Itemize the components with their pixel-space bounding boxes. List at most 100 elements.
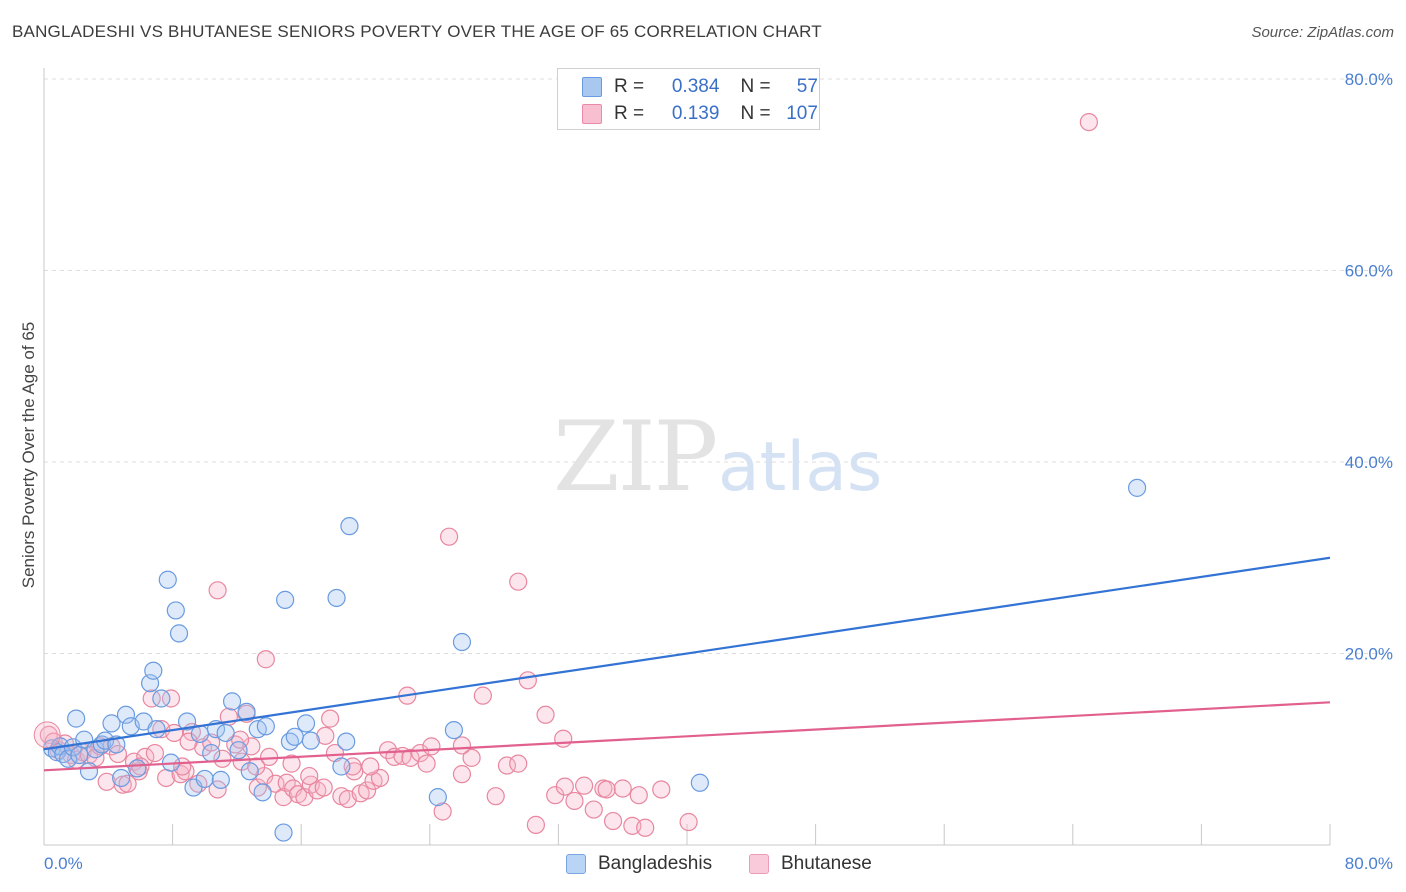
bottom-legend-bhutanese: Bhutanese <box>749 853 872 875</box>
point-bhutanese <box>473 686 492 705</box>
point-bhutanese <box>452 765 472 784</box>
legend-r-label: R = <box>614 103 645 124</box>
point-bhutanese <box>629 786 648 805</box>
point-bangladeshis <box>256 717 275 736</box>
point-bangladeshis <box>67 709 86 728</box>
point-bangladeshis <box>112 768 131 788</box>
point-bangladeshis <box>332 757 351 776</box>
y-tick-label: 20.0% <box>1345 645 1393 664</box>
bottom-legend-swatch-bangladeshis <box>566 854 586 874</box>
legend-r-value: 0.384 <box>671 76 720 97</box>
point-bangladeshis <box>296 714 316 733</box>
point-bangladeshis <box>166 601 185 620</box>
point-bangladeshis <box>211 770 230 789</box>
legend-n-label: N = <box>740 103 771 124</box>
point-bhutanese <box>486 787 505 806</box>
point-bhutanese <box>439 527 459 546</box>
point-bhutanese <box>213 749 232 768</box>
point-bangladeshis <box>70 745 89 765</box>
bottom-legend-label-bhutanese: Bhutanese <box>781 853 872 874</box>
axes <box>43 68 1331 846</box>
grid-lines <box>44 78 1392 654</box>
point-bangladeshis <box>169 624 189 643</box>
trend-line-bangladeshis <box>43 556 1331 751</box>
point-bangladeshis <box>59 749 78 768</box>
point-bangladeshis <box>144 661 163 680</box>
y-tick-label: 60.0% <box>1345 262 1393 281</box>
source-label: Source: ZipAtlas.com <box>1251 24 1394 41</box>
point-bhutanese <box>417 754 436 773</box>
legend-n-value: 57 <box>796 76 818 97</box>
legend-row-bhutanese: R = 0.139 N = 107 <box>582 103 818 125</box>
y-tick-label: 80.0% <box>1345 70 1393 89</box>
point-bhutanese <box>584 800 603 819</box>
point-bhutanese <box>636 818 655 837</box>
point-bangladeshis <box>327 588 346 608</box>
point-bhutanese <box>433 802 452 821</box>
watermark-zip: ZIP <box>553 401 716 513</box>
point-bangladeshis <box>222 692 242 711</box>
point-bangladeshis <box>202 743 221 763</box>
point-bangladeshis <box>285 727 304 746</box>
trend-line-bhutanese <box>43 701 1331 772</box>
point-bangladeshis <box>195 769 214 789</box>
point-bhutanese <box>603 811 623 831</box>
tick-labels: 20.0% 40.0% 60.0% 80.0% 0.0% 80.0% <box>44 70 1393 873</box>
point-bangladeshis <box>158 570 177 589</box>
point-bangladeshis <box>229 741 248 760</box>
point-bhutanese <box>142 689 161 708</box>
point-bhutanese <box>565 791 584 811</box>
point-bangladeshis <box>690 773 709 792</box>
point-bangladeshis <box>240 762 259 781</box>
point-bangladeshis <box>147 720 166 739</box>
point-bhutanese <box>411 743 430 763</box>
point-bhutanese <box>1079 112 1098 132</box>
watermark: ZIP atlas <box>553 401 882 513</box>
point-bhutanese <box>554 729 573 748</box>
point-bhutanese <box>208 780 227 799</box>
legend-swatch-bangladeshis <box>582 77 602 97</box>
point-bhutanese <box>401 748 420 767</box>
x-tick-label: 0.0% <box>44 854 83 873</box>
point-bhutanese <box>208 581 227 600</box>
y-axis-label: Seniors Poverty Over the Age of 65 <box>19 322 38 588</box>
watermark-atlas: atlas <box>718 428 882 507</box>
point-bangladeshis <box>340 517 359 536</box>
legend-n-value: 107 <box>786 103 818 124</box>
point-bhutanese <box>358 781 377 800</box>
point-bhutanese <box>509 572 528 591</box>
legend-r-label: R = <box>614 76 645 97</box>
chart-title: BANGLADESHI VS BHUTANESE SENIORS POVERTY… <box>12 22 822 41</box>
point-bangladeshis <box>128 759 147 778</box>
point-bhutanese <box>361 757 380 776</box>
point-bangladeshis <box>276 590 295 609</box>
legend-r-value: 0.139 <box>671 103 720 124</box>
point-bangladeshis <box>301 731 320 750</box>
point-bangladeshis <box>237 702 256 722</box>
point-bhutanese <box>161 689 181 708</box>
legend-swatch-bhutanese <box>582 104 602 124</box>
point-bangladeshis <box>177 712 197 731</box>
point-bhutanese <box>575 776 594 795</box>
point-bhutanese <box>452 736 472 755</box>
point-bangladeshis <box>274 823 293 842</box>
point-bhutanese <box>555 777 574 796</box>
point-bhutanese <box>652 780 671 799</box>
data-points <box>33 112 1147 842</box>
bottom-legend-bangladeshis: Bangladeshis <box>566 853 712 875</box>
correlation-legend: R = 0.384 N = 57 R = 0.139 N = 107 <box>557 68 820 130</box>
bottom-legend-swatch-bhutanese <box>749 854 769 874</box>
point-bangladeshis <box>102 714 121 733</box>
point-bhutanese <box>497 756 517 775</box>
point-bhutanese <box>316 726 335 745</box>
point-bangladeshis <box>253 783 272 802</box>
legend-n-label: N = <box>740 76 771 97</box>
point-bangladeshis <box>452 632 472 652</box>
point-bangladeshis <box>428 788 447 807</box>
point-bhutanese <box>597 780 616 799</box>
point-bangladeshis <box>1127 478 1147 497</box>
point-bangladeshis <box>152 689 171 708</box>
point-bangladeshis <box>79 762 99 781</box>
point-bhutanese <box>145 743 165 763</box>
